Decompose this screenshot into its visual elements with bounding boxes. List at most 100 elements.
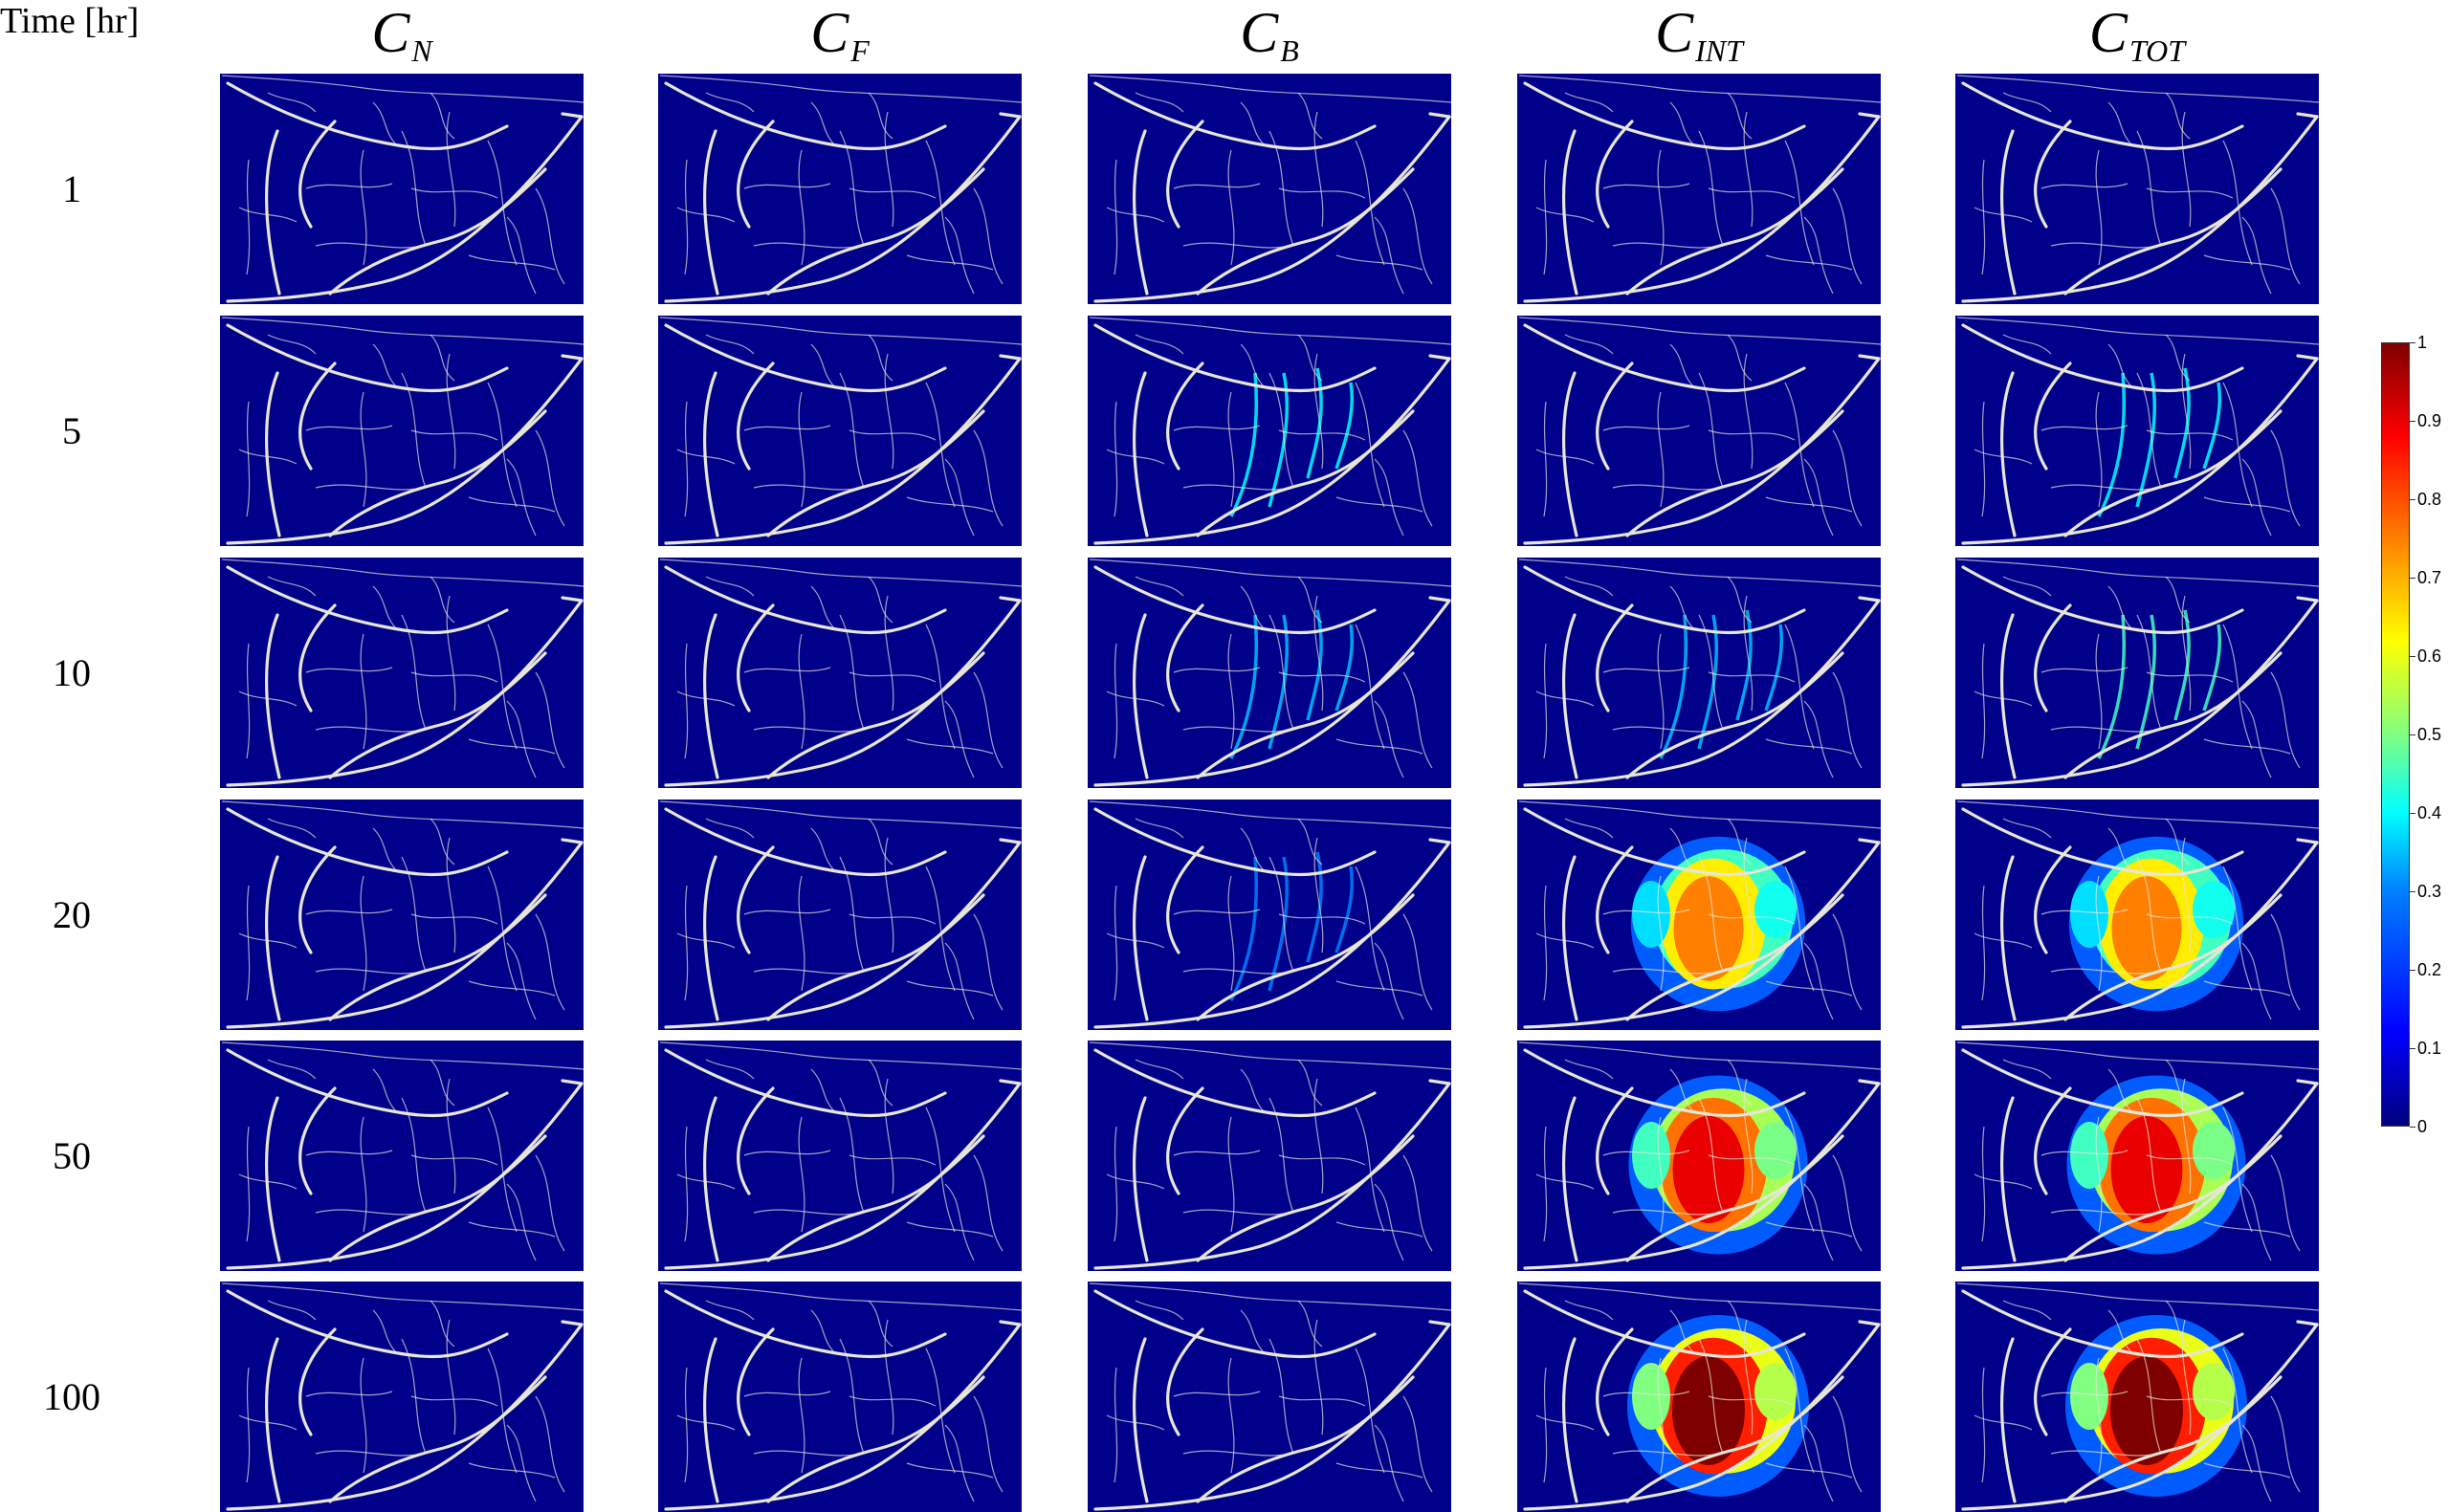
concentration-map — [1088, 1041, 1451, 1271]
colorbar-tick-mark — [2410, 970, 2415, 971]
column-header-subscript: F — [850, 33, 870, 68]
colorbar-tick-mark — [2410, 421, 2415, 422]
column-header-symbol: C — [810, 1, 849, 64]
colorbar-tick-label: 0.2 — [2417, 960, 2442, 979]
column-header-subscript: TOT — [2128, 33, 2186, 68]
colorbar-tick-label: 0.8 — [2417, 490, 2442, 509]
panel-tot-t10 — [1955, 558, 2319, 788]
concentration-map — [1955, 1041, 2319, 1271]
concentration-map — [1088, 1282, 1451, 1512]
panel-b-t50 — [1088, 1041, 1451, 1271]
panel-n-t1 — [220, 74, 584, 304]
time-row-label: 10 — [53, 650, 91, 694]
colorbar-tick-mark — [2410, 734, 2415, 735]
panel-b-t20 — [1088, 800, 1451, 1030]
panel-f-t10 — [658, 558, 1022, 788]
panel-n-t5 — [220, 316, 584, 546]
concentration-map — [658, 800, 1022, 1030]
column-header-f: CF — [658, 4, 1022, 79]
colorbar-tick-label: 0.5 — [2417, 725, 2442, 744]
column-header-subscript: N — [411, 33, 432, 68]
time-row-label: 100 — [43, 1374, 100, 1418]
colorbar-tick-label: 0.3 — [2417, 882, 2442, 901]
concentration-map — [658, 74, 1022, 304]
colorbar-tick-mark — [2410, 1048, 2415, 1049]
concentration-map — [1517, 800, 1881, 1030]
concentration-map — [220, 316, 584, 546]
column-header-tot: CTOT — [1955, 4, 2319, 79]
panel-tot-t5 — [1955, 316, 2319, 546]
panel-n-t100 — [220, 1282, 584, 1512]
panel-tot-t50 — [1955, 1041, 2319, 1271]
concentration-map — [1955, 316, 2319, 546]
colorbar-tick-mark — [2410, 1127, 2415, 1128]
column-header-subscript: B — [1280, 33, 1299, 68]
time-row-label: 20 — [53, 892, 91, 936]
concentration-map — [1955, 1282, 2319, 1512]
concentration-region — [2065, 1315, 2247, 1497]
colorbar-tick-mark — [2410, 499, 2415, 500]
concentration-map — [658, 558, 1022, 788]
column-header-symbol: C — [2088, 1, 2128, 64]
panel-f-t5 — [658, 316, 1022, 546]
panel-n-t10 — [220, 558, 584, 788]
time-row-label: 50 — [53, 1133, 91, 1177]
concentration-region — [2066, 1075, 2246, 1255]
concentration-map — [220, 74, 584, 304]
time-row-label: 5 — [62, 408, 81, 452]
colorbar-tick-mark — [2410, 656, 2415, 657]
colorbar-tick-label: 0 — [2417, 1117, 2428, 1136]
panel-f-t50 — [658, 1041, 1022, 1271]
colorbar-tick-label: 0.6 — [2417, 646, 2442, 666]
colorbar-tick-mark — [2410, 813, 2415, 814]
concentration-map — [1517, 558, 1881, 788]
concentration-map — [1088, 800, 1451, 1030]
concentration-map — [1088, 558, 1451, 788]
panel-n-t20 — [220, 800, 584, 1030]
colorbar — [2381, 342, 2410, 1127]
panel-int-t1 — [1517, 74, 1881, 304]
concentration-map — [1955, 558, 2319, 788]
concentration-map — [1517, 316, 1881, 546]
panel-tot-t100 — [1955, 1282, 2319, 1512]
panel-int-t10 — [1517, 558, 1881, 788]
concentration-map — [1517, 1041, 1881, 1271]
panel-int-t50 — [1517, 1041, 1881, 1271]
concentration-region — [1628, 1075, 1808, 1255]
panel-tot-t1 — [1955, 74, 2319, 304]
panel-b-t10 — [1088, 558, 1451, 788]
concentration-map — [1088, 74, 1451, 304]
panel-b-t1 — [1088, 74, 1451, 304]
colorbar-tick-mark — [2410, 342, 2415, 343]
column-header-symbol: C — [1655, 1, 1694, 64]
concentration-map — [1955, 800, 2319, 1030]
colorbar-tick-label: 1 — [2417, 333, 2428, 352]
colorbar-tick-label: 0.7 — [2417, 568, 2442, 587]
concentration-map — [1088, 316, 1451, 546]
concentration-region — [1627, 1315, 1809, 1497]
column-header-symbol: C — [371, 1, 410, 64]
panel-int-t20 — [1517, 800, 1881, 1030]
colorbar-tick-mark — [2410, 578, 2415, 579]
panel-tot-t20 — [1955, 800, 2319, 1030]
panel-int-t100 — [1517, 1282, 1881, 1512]
column-header-b: CB — [1088, 4, 1451, 79]
concentration-map — [1955, 74, 2319, 304]
panel-b-t5 — [1088, 316, 1451, 546]
concentration-map — [220, 558, 584, 788]
panel-n-t50 — [220, 1041, 584, 1271]
colorbar-tick-mark — [2410, 891, 2415, 892]
colorbar-tick-label: 0.4 — [2417, 803, 2442, 822]
concentration-map — [658, 1041, 1022, 1271]
concentration-map — [658, 1282, 1022, 1512]
concentration-map — [658, 316, 1022, 546]
time-axis-label: Time [hr] — [0, 1, 140, 41]
column-header-subscript: INT — [1695, 33, 1743, 68]
colorbar-tick-label: 0.9 — [2417, 411, 2442, 430]
panel-f-t20 — [658, 800, 1022, 1030]
panel-b-t100 — [1088, 1282, 1451, 1512]
time-row-label: 1 — [62, 166, 81, 210]
column-header-n: CN — [220, 4, 584, 79]
concentration-map — [1517, 74, 1881, 304]
